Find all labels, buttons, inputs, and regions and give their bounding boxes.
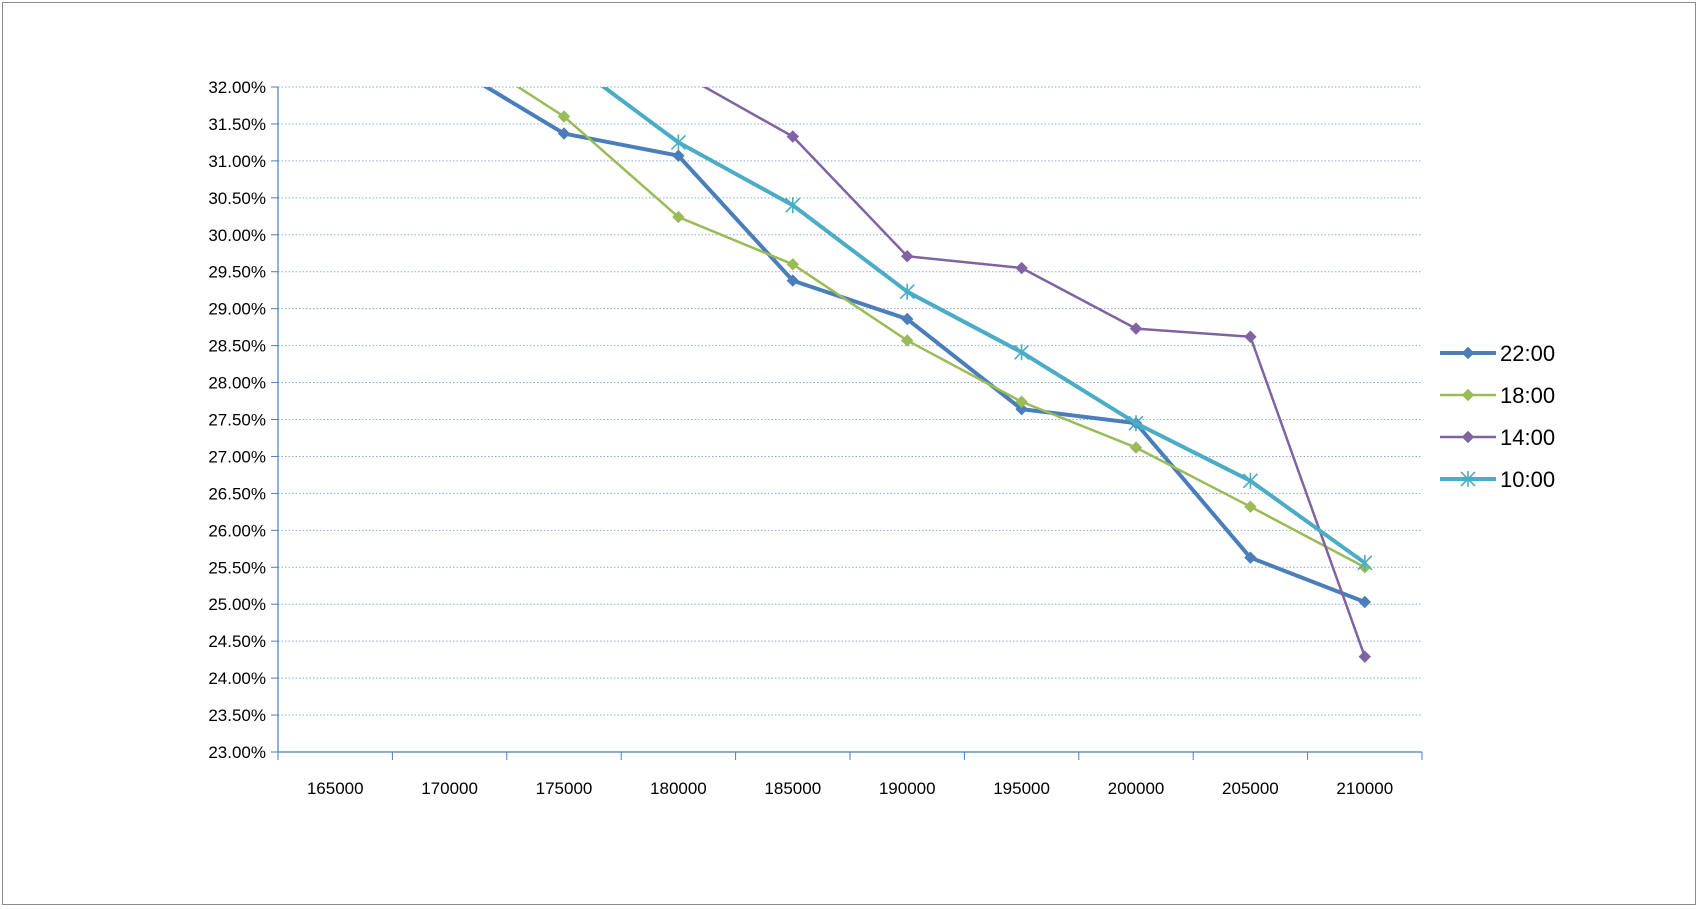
data-point bbox=[786, 258, 800, 271]
data-point bbox=[1244, 500, 1257, 513]
data-point bbox=[672, 149, 685, 162]
y-tick-label: 26.00% bbox=[208, 521, 266, 540]
legend-label: 18:00 bbox=[1500, 383, 1555, 408]
data-point bbox=[786, 130, 800, 143]
data-point bbox=[900, 334, 914, 347]
x-tick-label: 180000 bbox=[650, 779, 707, 798]
data-point bbox=[1357, 554, 1373, 571]
series-line bbox=[600, 87, 1366, 565]
y-tick-label: 29.50% bbox=[208, 263, 266, 282]
data-point bbox=[1244, 330, 1257, 343]
legend-label: 22:00 bbox=[1500, 341, 1555, 366]
series-3 bbox=[600, 87, 1373, 571]
x-tick-label: 190000 bbox=[879, 779, 936, 798]
x-tick-label: 165000 bbox=[307, 779, 364, 798]
data-point bbox=[1015, 261, 1028, 275]
series-0 bbox=[482, 87, 1372, 609]
y-tick-label: 30.50% bbox=[208, 189, 266, 208]
legend-item: 18:00 bbox=[1440, 383, 1555, 408]
y-tick-label: 24.50% bbox=[208, 632, 266, 651]
series-line bbox=[482, 87, 1366, 604]
legend-swatch-marker bbox=[1460, 471, 1476, 487]
y-tick-label: 25.00% bbox=[208, 595, 266, 614]
y-tick-label: 31.00% bbox=[208, 152, 266, 171]
y-tick-label: 28.50% bbox=[208, 337, 266, 356]
x-tick-label: 210000 bbox=[1336, 779, 1393, 798]
y-tick-label: 32.00% bbox=[208, 78, 266, 97]
y-tick-label: 23.50% bbox=[208, 706, 266, 725]
x-tick-label: 185000 bbox=[764, 779, 821, 798]
legend-item: 10:00 bbox=[1440, 467, 1555, 492]
data-point bbox=[1358, 595, 1372, 609]
y-tick-label: 29.00% bbox=[208, 300, 266, 319]
data-point bbox=[1128, 415, 1144, 432]
y-tick-label: 24.00% bbox=[208, 669, 266, 688]
legend-swatch-marker bbox=[1461, 346, 1475, 360]
series-1 bbox=[515, 87, 1372, 574]
data-point bbox=[900, 249, 914, 263]
data-point bbox=[899, 283, 915, 300]
gridlines bbox=[278, 86, 1422, 716]
y-tick-label: 27.50% bbox=[208, 411, 266, 430]
x-tick-label: 195000 bbox=[993, 779, 1050, 798]
data-point bbox=[1242, 472, 1258, 489]
data-point bbox=[1014, 344, 1030, 361]
data-point bbox=[1358, 650, 1372, 663]
data-point bbox=[557, 127, 571, 140]
data-point bbox=[670, 134, 686, 151]
axes bbox=[271, 86, 1423, 760]
y-tick-label: 25.50% bbox=[208, 558, 266, 577]
data-point bbox=[1015, 402, 1028, 416]
legend-item: 22:00 bbox=[1440, 341, 1555, 366]
x-tick-label: 175000 bbox=[536, 779, 593, 798]
data-point bbox=[1244, 551, 1257, 564]
y-tick-label: 27.00% bbox=[208, 447, 266, 466]
line-chart: 165000 170000 175000 180000 185000 190000 1950… bbox=[208, 78, 1555, 798]
series-line bbox=[702, 87, 1366, 658]
x-tick-label: 170000 bbox=[421, 779, 478, 798]
legend-swatch-marker bbox=[1461, 430, 1475, 444]
x-tick-label: 200000 bbox=[1108, 779, 1165, 798]
y-tick-labels: 23.00% 23.50% 24.00% 24.50% 25.00% 25.50% 26.0… bbox=[208, 78, 266, 762]
data-point bbox=[672, 210, 685, 224]
legend-swatch-marker bbox=[1461, 388, 1475, 402]
y-tick-label: 23.00% bbox=[208, 743, 266, 762]
legend-label: 14:00 bbox=[1500, 425, 1555, 450]
data-point bbox=[1129, 441, 1143, 454]
series-line bbox=[515, 87, 1366, 569]
y-tick-label: 31.50% bbox=[208, 115, 266, 134]
legend-item: 14:00 bbox=[1440, 425, 1555, 450]
data-point bbox=[557, 110, 571, 123]
legend: 22:00 18:00 14:00 10:00 bbox=[1440, 341, 1555, 492]
data-point bbox=[900, 312, 914, 326]
data-point bbox=[1015, 395, 1028, 408]
data-point bbox=[786, 274, 800, 287]
legend-label: 10:00 bbox=[1500, 467, 1555, 492]
y-tick-label: 28.00% bbox=[208, 374, 266, 393]
data-point bbox=[1129, 322, 1143, 335]
data-point bbox=[785, 197, 801, 214]
x-tick-labels: 165000 170000 175000 180000 185000 190000 1950… bbox=[307, 779, 1393, 798]
y-tick-label: 26.50% bbox=[208, 484, 266, 503]
x-tick-label: 205000 bbox=[1222, 779, 1279, 798]
series-2 bbox=[702, 87, 1372, 663]
y-tick-label: 30.00% bbox=[208, 226, 266, 245]
series bbox=[482, 87, 1373, 663]
